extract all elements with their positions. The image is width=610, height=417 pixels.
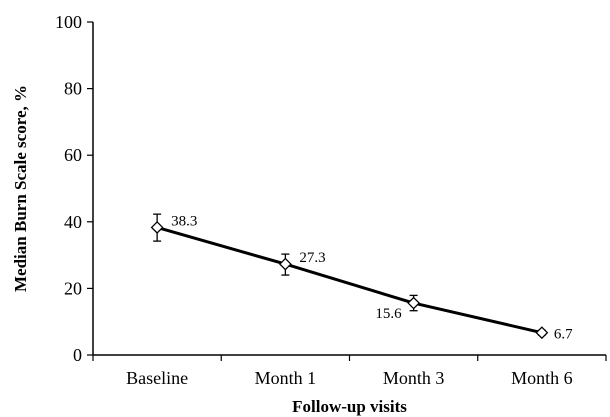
data-point-marker [535,326,549,340]
x-tick-label: Month 3 [383,368,445,388]
data-label: 15.6 [375,306,402,322]
data-point-marker [278,257,292,271]
data-label: 6.7 [554,327,573,343]
series-layer: 38.3 27.3 15.6 6.7 [150,213,573,343]
y-tick-label: 20 [64,278,82,298]
y-tick-label: 80 [64,79,82,99]
y-tick-label: 60 [64,145,82,165]
y-tick-label: 40 [64,212,82,232]
x-axis: Baseline Month 1 Month 3 Month 6 [92,354,607,388]
y-axis: 0 20 40 60 80 100 [55,12,94,365]
data-point-marker [407,296,421,310]
data-label: 27.3 [299,250,325,266]
data-point-marker [150,221,164,234]
x-tick-label: Month 6 [511,368,573,388]
x-tick-label: Month 1 [255,368,317,388]
y-tick-label: 100 [55,12,82,32]
x-tick-label: Baseline [126,368,188,388]
series-line [156,226,543,335]
data-label: 38.3 [171,213,197,229]
x-axis-title: Follow-up visits [292,397,407,416]
y-tick-label: 0 [73,345,82,365]
y-axis-title: Median Burn Scale score, % [11,85,30,292]
